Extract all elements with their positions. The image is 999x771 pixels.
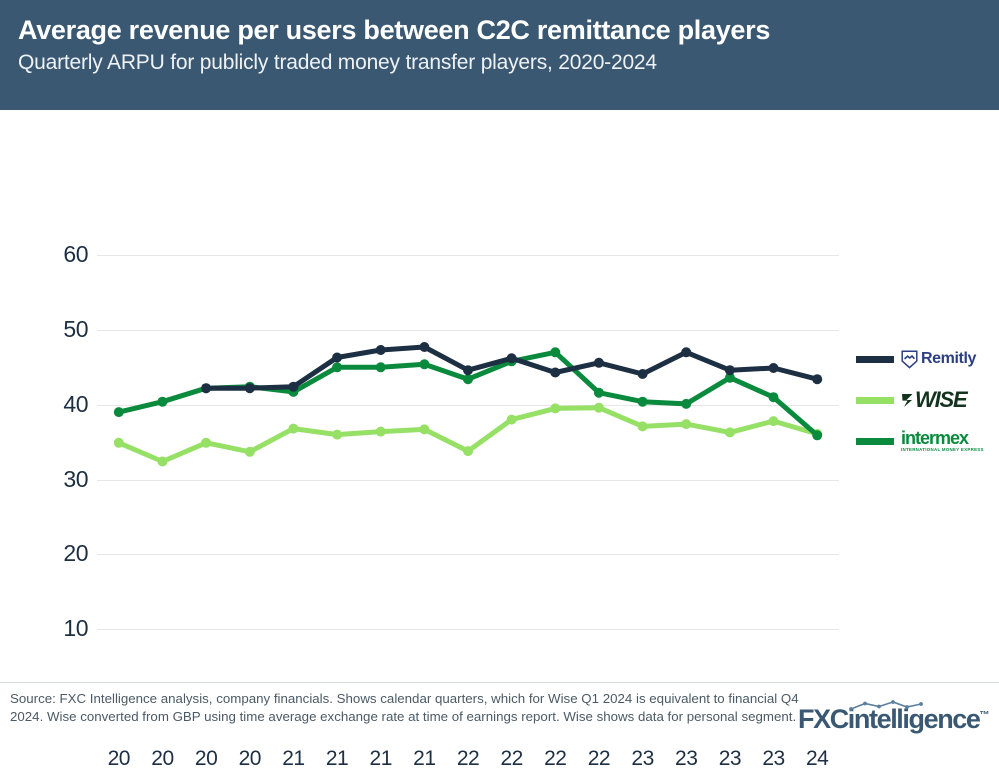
data-point	[812, 430, 823, 441]
chart-footer: Source: FXC Intelligence analysis, compa…	[0, 682, 999, 749]
data-point	[637, 369, 648, 379]
gridline	[97, 255, 839, 256]
data-point	[681, 419, 692, 430]
legend-swatch-wise	[856, 396, 894, 404]
intermex-logo: intermex INTERNATIONAL MONEY EXPRESS	[901, 427, 984, 453]
y-axis-tick-label: 50	[63, 315, 88, 342]
data-point	[244, 446, 255, 457]
series-wise	[113, 402, 823, 467]
chart-legend: Remitly WISE intermex INTERNATIONAL MONE…	[856, 346, 999, 454]
data-point	[419, 424, 430, 435]
remitly-logo: Remitly	[901, 349, 976, 369]
y-axis-tick-label: 40	[63, 390, 88, 417]
data-point	[157, 456, 168, 467]
data-point	[463, 446, 473, 457]
data-point	[375, 362, 386, 373]
data-point	[637, 396, 648, 407]
data-point	[244, 383, 255, 394]
page-subtitle: Quarterly ARPU for publicly traded money…	[18, 51, 657, 74]
plot-lines	[97, 110, 839, 682]
data-point	[768, 392, 779, 403]
data-point	[332, 352, 343, 363]
data-point	[463, 365, 473, 376]
legend-swatch-intermex	[856, 437, 894, 445]
wise-mark-icon	[902, 393, 913, 407]
logo-chart-icon	[849, 700, 923, 711]
data-point	[506, 353, 517, 364]
data-point	[593, 387, 604, 398]
legend-item-remitly[interactable]: Remitly	[856, 346, 999, 372]
series-svg	[113, 342, 823, 467]
y-axis-tick-label: 20	[63, 540, 88, 567]
data-point	[724, 372, 735, 383]
data-point	[681, 398, 692, 409]
data-point	[812, 374, 823, 385]
data-point	[332, 429, 343, 440]
fxc-brand-tm: ™	[979, 710, 990, 721]
data-point	[201, 437, 212, 448]
data-point	[550, 367, 561, 378]
data-point	[375, 426, 386, 437]
data-point	[724, 365, 735, 376]
data-point	[201, 383, 212, 394]
y-axis-tick-label: 60	[63, 241, 88, 267]
source-note: Source: FXC Intelligence analysis, compa…	[10, 691, 799, 724]
legend-label-intermex: intermex	[901, 427, 969, 448]
data-point	[593, 402, 604, 413]
gridline	[97, 479, 839, 481]
legend-label-wise: WISE	[915, 387, 968, 412]
data-point	[768, 416, 779, 427]
legend-label-remitly: Remitly	[921, 350, 976, 367]
page-title: Average revenue per users between C2C re…	[18, 15, 771, 45]
data-point	[288, 381, 299, 392]
data-point	[637, 421, 648, 432]
data-point	[157, 396, 168, 407]
series-intermex	[113, 347, 823, 441]
gridline	[97, 554, 839, 556]
chart-header: Average revenue per users between C2C re…	[0, 0, 999, 110]
data-point	[768, 363, 779, 373]
gridline	[97, 404, 839, 406]
legend-item-wise[interactable]: WISE	[856, 387, 999, 413]
data-point	[332, 362, 343, 373]
data-point	[550, 403, 561, 414]
fxc-brand-text: FXCintelligence	[798, 704, 981, 734]
gridline	[97, 629, 839, 631]
y-axis-tick-label: 30	[63, 465, 88, 492]
legend-swatch-remitly	[856, 355, 894, 363]
x-tick-year: 24	[805, 747, 829, 770]
data-point	[463, 374, 473, 385]
remitly-shield-icon	[901, 349, 918, 369]
data-point	[288, 423, 299, 434]
data-point	[681, 347, 692, 358]
data-point	[113, 437, 124, 448]
data-point	[419, 359, 430, 370]
data-point	[724, 427, 735, 438]
data-point	[593, 357, 604, 368]
series-remitly	[201, 342, 823, 394]
data-point	[375, 345, 386, 355]
data-point	[550, 347, 561, 358]
wise-logo: WISE	[901, 387, 968, 413]
legend-sublabel-intermex: INTERNATIONAL MONEY EXPRESS	[901, 446, 984, 452]
fxc-intelligence-logo: FXCintelligence™	[798, 700, 990, 735]
data-point	[113, 407, 124, 418]
data-point	[419, 342, 430, 352]
y-axis-tick-label: 10	[63, 615, 88, 642]
gridline	[97, 329, 839, 331]
legend-item-intermex[interactable]: intermex INTERNATIONAL MONEY EXPRESS	[856, 428, 999, 454]
data-point	[506, 414, 517, 425]
chart-area: Average revenue per active user ($) 0102…	[0, 110, 999, 770]
